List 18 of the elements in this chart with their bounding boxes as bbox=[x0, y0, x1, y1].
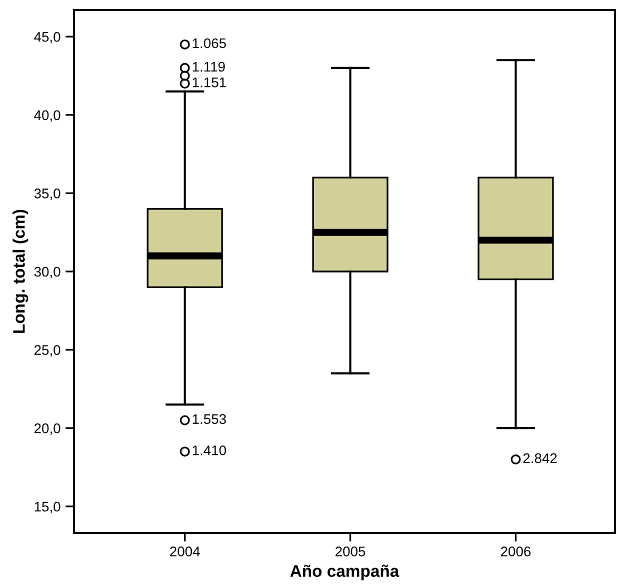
annotation: 1.119 bbox=[192, 62, 225, 72]
y-tick-label: 30,0 bbox=[34, 266, 60, 278]
y-tick-label: 20,0 bbox=[34, 423, 60, 435]
x-tick-label: 2006 bbox=[500, 546, 531, 556]
x-tick-label: 2004 bbox=[170, 546, 200, 556]
annotation: 2.842 bbox=[523, 453, 557, 464]
annotation: 1.553 bbox=[192, 414, 226, 424]
y-axis-title: Long. total (cm) bbox=[12, 210, 28, 333]
annotation: 1.151 bbox=[192, 78, 226, 88]
annotation: 1.410 bbox=[192, 445, 226, 456]
y-tick-label: 15,0 bbox=[34, 502, 60, 514]
y-tick-label: 25,0 bbox=[34, 345, 60, 357]
y-tick-label: 40,0 bbox=[34, 110, 60, 122]
annotation: 1.065 bbox=[192, 38, 226, 48]
y-tick-label: 35,0 bbox=[34, 188, 60, 200]
x-axis-title: Año campaña bbox=[290, 564, 400, 580]
y-tick-label: 45,0 bbox=[34, 32, 60, 44]
x-tick-label: 2005 bbox=[336, 546, 366, 556]
